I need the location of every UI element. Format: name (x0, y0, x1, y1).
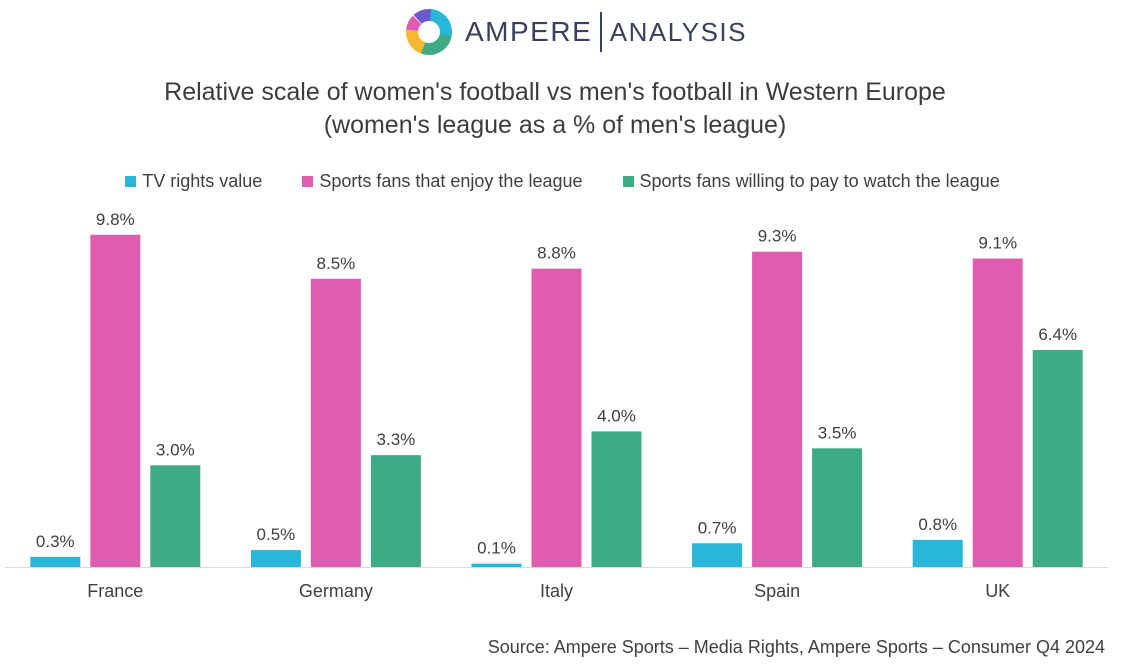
data-label-pay-uk: 6.4% (1038, 325, 1077, 344)
x-tick-label-italy: Italy (540, 581, 573, 601)
data-label-tv-rights-spain: 0.7% (698, 518, 737, 537)
bar-pay-france (150, 465, 201, 567)
data-label-enjoy-uk: 9.1% (978, 234, 1017, 253)
bar-enjoy-germany (310, 278, 361, 567)
data-label-enjoy-germany: 8.5% (317, 254, 356, 273)
bar-tv-rights-spain (692, 543, 743, 567)
brand-name: AMPERE (465, 16, 593, 47)
legend-item-enjoy: Sports fans that enjoy the league (302, 171, 583, 192)
chart-title: Relative scale of women's football vs me… (164, 78, 946, 106)
bar-tv-rights-italy (471, 563, 522, 567)
bar-enjoy-uk (972, 258, 1023, 567)
data-label-tv-rights-germany: 0.5% (257, 525, 296, 544)
bar-tv-rights-france (30, 556, 81, 567)
legend-swatch-pay (622, 176, 634, 187)
brand-suffix: ANALYSIS (609, 16, 747, 47)
bar-tv-rights-germany (250, 550, 301, 567)
chart-legend: TV rights value Sports fans that enjoy t… (0, 171, 1125, 192)
ampere-logo-icon (406, 9, 452, 55)
bar-enjoy-france (90, 234, 141, 567)
legend-label-pay: Sports fans willing to pay to watch the … (639, 171, 1000, 191)
data-label-pay-spain: 3.5% (818, 423, 857, 442)
data-label-enjoy-spain: 9.3% (758, 227, 797, 246)
data-label-pay-france: 3.0% (156, 440, 195, 459)
brand-divider (600, 12, 602, 52)
legend-label-enjoy: Sports fans that enjoy the league (319, 171, 583, 191)
bar-pay-italy (591, 431, 642, 567)
source-note: Source: Ampere Sports – Media Rights, Am… (487, 637, 1105, 657)
legend-swatch-tv-rights (125, 176, 137, 187)
x-tick-label-germany: Germany (299, 581, 373, 601)
data-label-tv-rights-italy: 0.1% (477, 539, 516, 558)
legend-item-tv-rights: TV rights value (125, 171, 262, 192)
data-label-enjoy-italy: 8.8% (537, 244, 576, 263)
data-label-pay-italy: 4.0% (597, 406, 636, 425)
bar-tv-rights-uk (912, 539, 963, 567)
x-tick-label-uk: UK (985, 581, 1010, 601)
chart-subtitle: (women's league as a % of men's league) (323, 111, 787, 139)
data-label-tv-rights-uk: 0.8% (918, 515, 957, 534)
legend-label-tv-rights: TV rights value (142, 171, 263, 191)
data-label-enjoy-france: 9.8% (96, 210, 135, 229)
bar-pay-germany (370, 455, 421, 567)
legend-swatch-enjoy (302, 176, 314, 187)
x-tick-label-spain: Spain (754, 581, 800, 601)
bar-enjoy-italy (531, 268, 582, 567)
bar-pay-spain (812, 448, 863, 567)
data-label-pay-germany: 3.3% (377, 430, 416, 449)
bar-pay-uk (1032, 350, 1083, 567)
legend-item-pay: Sports fans willing to pay to watch the … (622, 171, 1000, 192)
bar-enjoy-spain (752, 251, 803, 568)
brand-logo: AMPERE ANALYSIS (405, 8, 747, 56)
data-label-tv-rights-france: 0.3% (36, 532, 75, 551)
x-tick-label-france: France (87, 581, 143, 601)
